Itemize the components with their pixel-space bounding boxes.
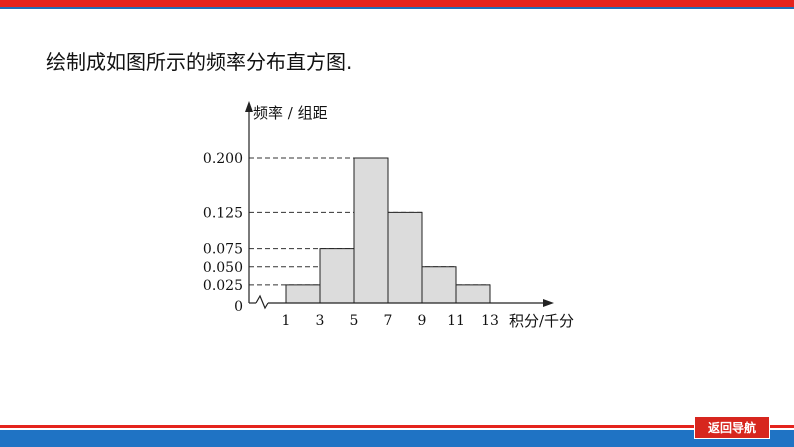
x-tick-label-6: 13 — [481, 313, 499, 329]
x-tick-label-1: 3 — [316, 313, 325, 329]
x-tick-label-5: 11 — [447, 313, 465, 329]
bar-2 — [353, 157, 389, 304]
bar-4 — [421, 266, 457, 304]
x-axis-break — [255, 294, 269, 310]
y-tick-label-0: 0.025 — [203, 278, 243, 294]
bar-0 — [285, 284, 321, 304]
bottom-red-stripe — [0, 425, 794, 428]
top-decor-bar — [0, 0, 794, 14]
intro-text: 绘制成如图所示的频率分布直方图. — [46, 50, 353, 74]
bottom-blue-band — [0, 430, 794, 447]
bar-3 — [387, 211, 423, 304]
y-tick-label-4: 0.200 — [203, 151, 243, 167]
y-axis-label: 频率 / 组距 — [253, 104, 328, 122]
x-tick-label-0: 1 — [282, 313, 291, 329]
back-nav-button[interactable]: 返回导航 — [694, 416, 770, 439]
x-axis-arrow — [543, 299, 554, 307]
top-blue-line — [0, 7, 794, 9]
top-red-stripe — [0, 0, 794, 7]
y-tick-label-2: 0.075 — [203, 242, 243, 258]
bar-1 — [319, 248, 355, 304]
bottom-decor-bar — [0, 425, 794, 447]
x-tick-label-2: 5 — [350, 313, 359, 329]
x-tick-label-4: 9 — [418, 313, 427, 329]
axes — [245, 101, 554, 310]
y-tick-label-3: 0.125 — [203, 205, 243, 221]
bars — [285, 157, 491, 304]
x-axis-label: 积分/千分 — [509, 312, 574, 330]
y-tick-label-1: 0.050 — [203, 260, 243, 276]
bar-5 — [455, 284, 491, 304]
x-tick-label-3: 7 — [384, 313, 393, 329]
origin-label: 0 — [234, 299, 243, 315]
y-axis-arrow — [245, 101, 253, 112]
